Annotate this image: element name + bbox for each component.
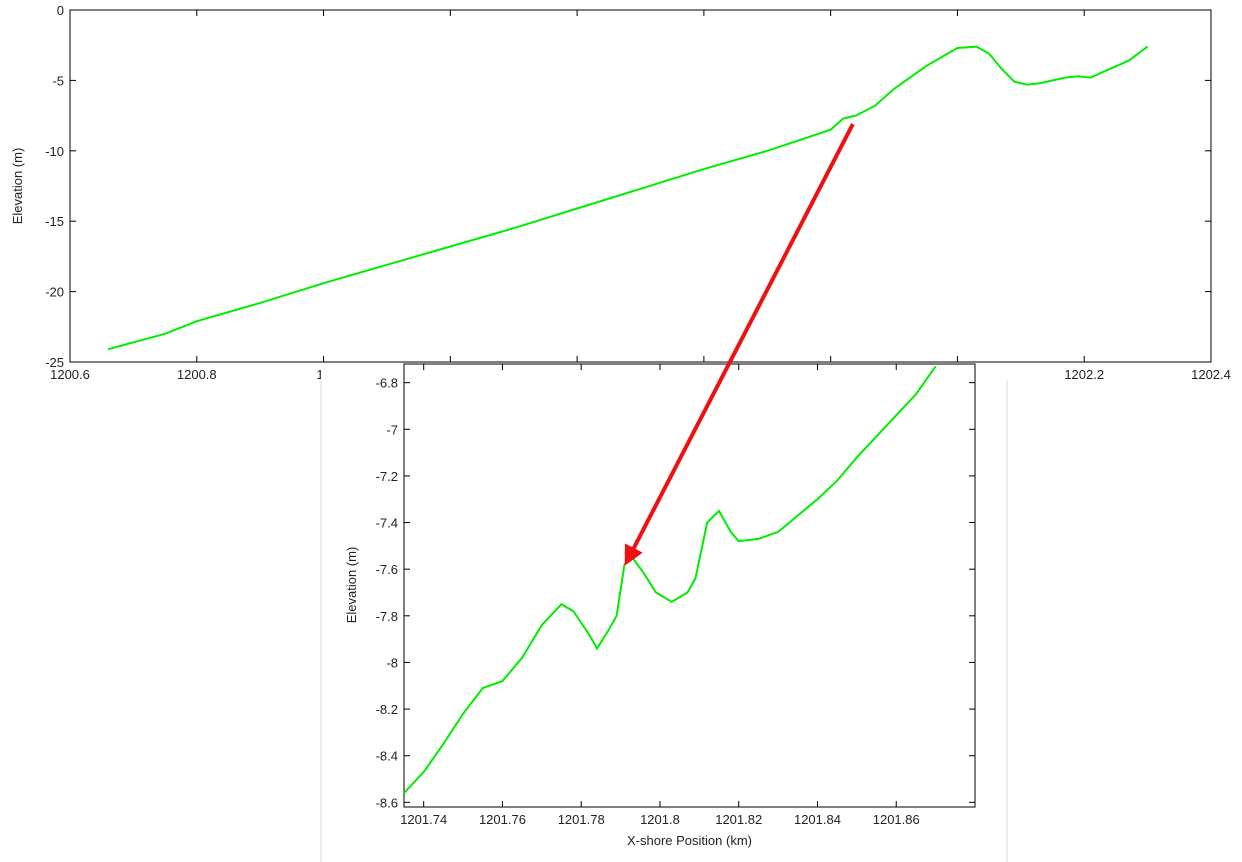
overview-y-tick-label: -15	[45, 214, 64, 229]
inset-y-tick-label: -7.4	[376, 516, 398, 531]
inset-y-tick-label: -6.8	[376, 376, 398, 391]
overview-y-axis: 0 -5 -10 -15 -20 -25	[45, 3, 1211, 370]
inset-y-axis: -6.8 -7 -7.2 -7.4 -7.6 -7.8 -8 -8.2 -8.4 -8.6	[376, 376, 975, 810]
inset-chart: 1201.74 1201.76 1201.78 1201.8 1201.82 1201.8…	[320, 363, 1008, 862]
inset-y-tick-label: -8.2	[376, 702, 398, 717]
overview-series-group	[107, 45, 1149, 351]
inset-x-tick-label: 1201.82	[715, 812, 762, 827]
overview-y-tick-label: -10	[45, 144, 64, 159]
inset-x-tick-label: 1201.74	[400, 812, 447, 827]
overview-y-axis-label: Elevation (m)	[10, 148, 25, 225]
overview-x-tick-label: 1202.4	[1191, 367, 1231, 382]
inset-y-tick-label: -7.2	[376, 469, 398, 484]
overview-x-tick-label: 1200.6	[50, 367, 90, 382]
inset-x-tick-label: 1201.76	[479, 812, 526, 827]
overview-y-tick-label: -25	[45, 355, 64, 370]
overview-x-tick-label: 1202.2	[1064, 367, 1104, 382]
overview-y-tick-label: -20	[45, 285, 64, 300]
inset-series-group	[403, 365, 937, 794]
inset-y-tick-label: -7.6	[376, 562, 398, 577]
inset-series-line-0	[403, 365, 937, 794]
inset-background	[321, 363, 1007, 862]
inset-y-tick-label: -7.8	[376, 609, 398, 624]
inset-x-axis-label: X-shore Position (km)	[627, 833, 752, 848]
overview-y-tick-label: 0	[57, 3, 64, 18]
overview-x-tick-label: 1200.8	[177, 367, 217, 382]
inset-y-tick-label: -8.6	[376, 795, 398, 810]
inset-y-tick-label: -8	[386, 655, 398, 670]
inset-x-tick-label: 1201.86	[873, 812, 920, 827]
inset-x-axis: 1201.74 1201.76 1201.78 1201.8 1201.82 1201.8…	[400, 364, 920, 827]
inset-y-axis-label: Elevation (m)	[344, 547, 359, 624]
inset-y-tick-label: -8.4	[376, 749, 398, 764]
zoom-arrow	[624, 123, 855, 566]
overview-plot-frame	[69, 9, 1212, 363]
overview-series-line-0	[107, 45, 1149, 351]
inset-plot-frame	[403, 363, 976, 808]
inset-x-tick-label: 1201.84	[794, 812, 841, 827]
inset-y-tick-label: -7	[386, 422, 398, 437]
inset-x-tick-label: 1201.78	[558, 812, 605, 827]
overview-y-tick-label: -5	[52, 73, 64, 88]
inset-x-tick-label: 1201.8	[640, 812, 680, 827]
